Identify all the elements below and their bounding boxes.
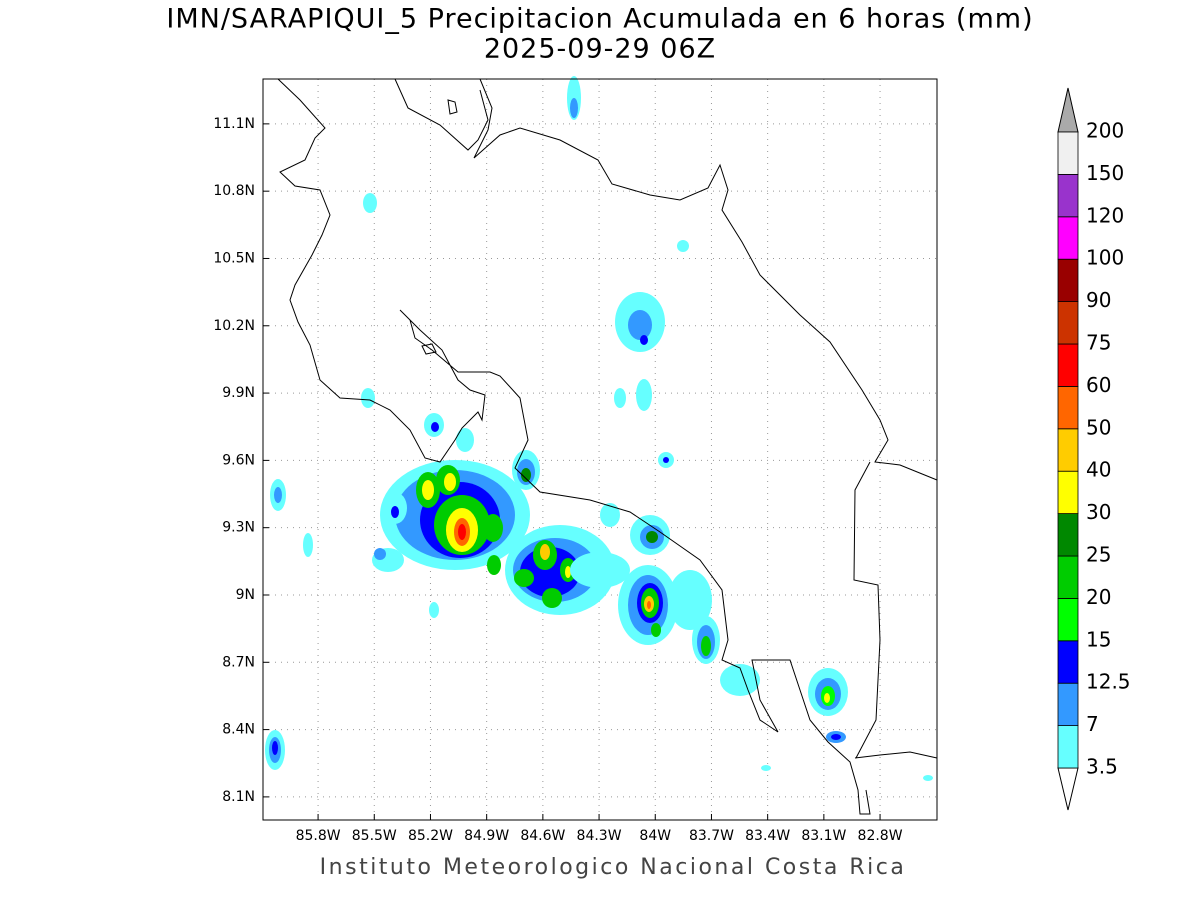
y-tick-label: 8.1N	[222, 789, 255, 805]
x-tick-label: 83.1W	[801, 828, 846, 844]
y-tick-label: 9.6N	[222, 452, 255, 468]
colorbar-box	[1057, 258, 1079, 303]
y-tick-label: 8.7N	[222, 654, 255, 670]
x-tick-label: 85.8W	[296, 828, 341, 844]
axes: 85.8W 85.5W 85.2W 84.9W 84.6W 84.3W 84W 83.7W 83…	[213, 116, 902, 844]
colorbar-below	[1057, 767, 1079, 811]
x-tick-label: 84.6W	[520, 828, 565, 844]
x-tick-label: 84.9W	[464, 828, 509, 844]
colorbar-box	[1057, 385, 1079, 430]
rain-cell	[808, 668, 848, 743]
rain-cell	[618, 565, 678, 645]
footer: Instituto Meteorologico Nacional Costa R…	[320, 855, 907, 880]
colorbar-label: 150	[1086, 161, 1124, 185]
y-tick-label: 10.2N	[213, 318, 255, 334]
colorbar-box	[1057, 173, 1079, 218]
colorbar-label: 25	[1086, 543, 1111, 567]
x-tick-label: 84.3W	[577, 828, 622, 844]
y-tick-label: 9.3N	[222, 520, 255, 536]
coastline	[277, 78, 938, 815]
rain-cell	[380, 460, 530, 575]
x-tick-label: 83.4W	[745, 828, 790, 844]
x-tick-label: 84W	[639, 828, 671, 844]
colorbar-label: 12.5	[1086, 670, 1131, 694]
colorbar-label: 90	[1086, 288, 1111, 312]
colorbar-box	[1057, 513, 1079, 557]
colorbar: 3.5 7 12.5 15 20 25 30 40 50 60 75 90 100 120 150 200	[1057, 87, 1131, 811]
colorbar-label: 40	[1086, 458, 1111, 482]
colorbar-label: 75	[1086, 331, 1111, 355]
x-tick-label: 85.5W	[352, 828, 397, 844]
colorbar-box	[1057, 598, 1079, 642]
colorbar-box	[1057, 470, 1079, 515]
colorbar-box	[1057, 216, 1079, 260]
colorbar-label: 30	[1086, 500, 1111, 524]
rain-cell	[692, 616, 720, 664]
colorbar-label: 15	[1086, 627, 1111, 651]
subtitle: 2025-09-29 06Z	[484, 34, 716, 65]
y-tick-label: 10.8N	[213, 183, 255, 199]
colorbar-box	[1057, 640, 1079, 684]
map-frame	[262, 78, 938, 821]
colorbar-label: 120	[1086, 203, 1124, 227]
colorbar-label: 3.5	[1086, 755, 1118, 779]
x-tick-label: 82.8W	[858, 828, 903, 844]
y-tick-label: 10.5N	[213, 250, 255, 266]
colorbar-label: 200	[1086, 119, 1124, 143]
y-tick-label: 9N	[236, 587, 255, 603]
colorbar-box	[1057, 725, 1079, 769]
title: IMN/SARAPIQUI_5 Precipitacion Acumulada …	[166, 4, 1033, 35]
colorbar-box	[1057, 343, 1079, 387]
x-tick-label: 83.7W	[689, 828, 734, 844]
colorbar-above	[1057, 87, 1079, 133]
colorbar-label: 7	[1086, 712, 1099, 736]
x-tick-label: 85.2W	[408, 828, 453, 844]
colorbar-label: 100	[1086, 246, 1124, 270]
colorbar-label: 60	[1086, 373, 1111, 397]
colorbar-box	[1057, 428, 1079, 472]
colorbar-box	[1057, 301, 1079, 345]
colorbar-box	[1057, 555, 1079, 599]
colorbar-label: 20	[1086, 585, 1111, 609]
colorbar-label: 50	[1086, 415, 1111, 439]
colorbar-box	[1057, 131, 1079, 175]
y-tick-label: 9.9N	[222, 385, 255, 401]
y-tick-label: 8.4N	[222, 722, 255, 738]
rain-cell	[265, 76, 933, 781]
colorbar-box	[1057, 682, 1079, 727]
precipitation	[265, 76, 933, 781]
y-tick-label: 11.1N	[213, 116, 255, 132]
